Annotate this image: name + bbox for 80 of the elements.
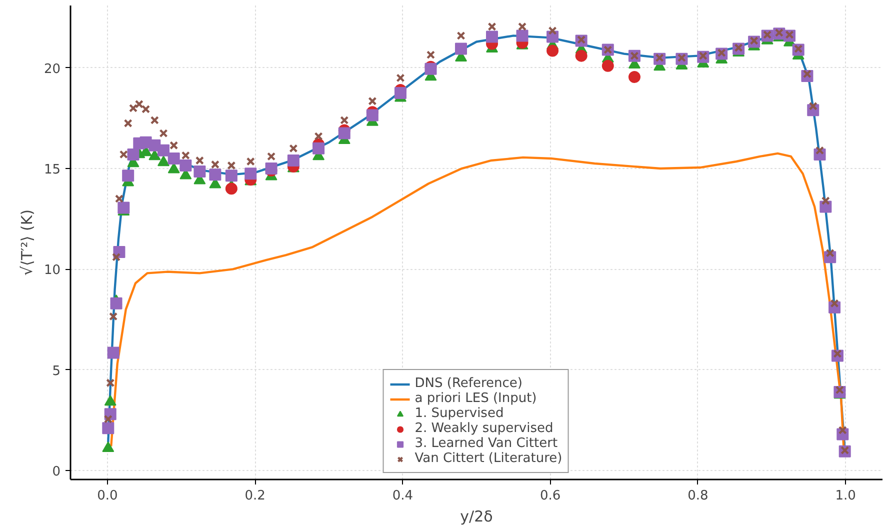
y-tick-label: 5 — [52, 364, 61, 379]
point — [821, 196, 830, 206]
point — [210, 160, 220, 169]
point — [575, 50, 588, 62]
point — [122, 170, 134, 182]
point — [180, 160, 192, 172]
point — [455, 42, 467, 55]
point — [289, 144, 298, 153]
point — [168, 152, 180, 164]
point — [548, 26, 557, 35]
point — [119, 150, 128, 159]
point — [287, 154, 300, 166]
point — [106, 378, 115, 388]
point — [488, 22, 496, 31]
point — [150, 116, 159, 125]
point — [109, 312, 118, 321]
point — [124, 118, 132, 128]
legend-label: DNS (Reference) — [414, 376, 522, 391]
point — [516, 30, 528, 42]
point — [107, 346, 120, 359]
x-tick-label: 0.6 — [540, 488, 561, 504]
y-tick-label: 15 — [44, 162, 61, 178]
point — [794, 44, 803, 54]
point — [127, 148, 140, 160]
point — [194, 166, 206, 178]
point — [734, 43, 743, 52]
legend-label: 1. Supervised — [414, 406, 504, 421]
y-tick-label: 20 — [44, 62, 61, 77]
x-tick-label: 0.8 — [688, 488, 708, 504]
point — [246, 157, 255, 166]
point — [267, 152, 276, 161]
point — [195, 156, 204, 165]
legend-label: 2. Weakly supervised — [414, 421, 554, 436]
point — [312, 142, 325, 154]
y-axis-title: √⟨T′²⟩ (K) — [18, 209, 36, 276]
point — [366, 109, 378, 122]
x-tick-label: 0.0 — [97, 488, 118, 504]
x-tick-label: 0.4 — [392, 488, 414, 504]
point — [396, 74, 405, 82]
point — [159, 129, 168, 138]
y-tick-label: 0 — [52, 464, 61, 480]
point — [225, 182, 238, 195]
point — [102, 422, 114, 434]
point — [518, 22, 527, 31]
point — [628, 70, 640, 83]
point — [546, 44, 559, 57]
x-tick-label: 0.2 — [244, 488, 266, 504]
point — [170, 141, 178, 150]
point — [118, 202, 130, 214]
point — [340, 116, 349, 125]
point — [750, 36, 758, 46]
point — [368, 96, 377, 106]
point — [112, 252, 121, 262]
point — [225, 170, 238, 182]
legend-label: a priori LES (Input) — [414, 391, 537, 406]
legend-label: Van Cittert (Literature) — [414, 451, 562, 466]
point — [148, 150, 161, 160]
x-axis-title: y/2δ — [460, 508, 493, 526]
x-tick-label: 1.0 — [835, 488, 856, 504]
point — [114, 194, 124, 204]
point — [209, 168, 222, 181]
y-tick-label: 10 — [44, 263, 61, 278]
point — [142, 104, 150, 114]
point — [158, 144, 170, 156]
point — [244, 168, 257, 180]
point — [426, 50, 436, 60]
point — [602, 60, 614, 72]
point — [338, 127, 350, 140]
point — [158, 156, 170, 166]
point — [104, 414, 112, 424]
point — [104, 395, 116, 406]
legend-label: 3. Learned Van Cittert — [414, 436, 558, 451]
point — [456, 31, 466, 40]
point — [815, 146, 824, 155]
point — [110, 297, 122, 310]
point — [314, 132, 323, 141]
point — [394, 87, 406, 100]
point — [227, 161, 236, 170]
point — [486, 30, 498, 43]
point — [181, 151, 190, 160]
